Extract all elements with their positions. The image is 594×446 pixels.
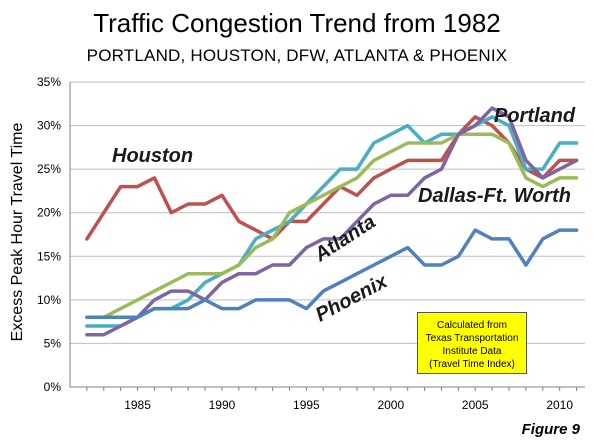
series-label: Dallas-Ft. Worth <box>418 185 571 207</box>
x-tick-label: 1990 <box>209 398 236 412</box>
note-line: (Travel Time Index) <box>429 359 515 370</box>
series-lines <box>85 106 579 337</box>
figure-label: Figure 9 <box>521 421 580 438</box>
axes <box>69 82 585 391</box>
series-line <box>85 228 579 320</box>
x-tick-labels: 1985 1990 1995 2000 2005 2010 <box>124 398 573 412</box>
x-tick-label: 2010 <box>546 398 573 412</box>
series-line <box>85 132 579 320</box>
series-label: Phoenix <box>312 270 392 326</box>
y-tick-label: 10% <box>37 293 61 307</box>
y-tick-label: 25% <box>37 162 61 176</box>
chart-subtitle: PORTLAND, HOUSTON, DFW, ATLANTA & PHOENI… <box>86 46 508 65</box>
series-label: Houston <box>112 145 193 167</box>
x-tick-label: 1995 <box>293 398 320 412</box>
y-tick-label: 5% <box>44 336 62 350</box>
y-tick-labels: 0% 5% 10% 15% 20% 25% 30% 35% <box>37 75 61 394</box>
series-line <box>85 106 579 337</box>
chart-title: Traffic Congestion Trend from 1982 <box>93 8 501 38</box>
x-tick-label: 1985 <box>124 398 151 412</box>
y-tick-label: 30% <box>37 119 61 133</box>
source-note: Calculated from Texas Transportation Ins… <box>417 312 527 374</box>
series-line <box>85 115 579 241</box>
y-tick-label: 35% <box>37 75 61 89</box>
x-tick-label: 2005 <box>462 398 489 412</box>
x-tick-label: 2000 <box>377 398 404 412</box>
y-tick-label: 0% <box>44 380 62 394</box>
y-tick-label: 20% <box>37 206 61 220</box>
note-line: Institute Data <box>442 346 502 357</box>
y-tick-label: 15% <box>37 249 61 263</box>
y-axis-label: Excess Peak Hour Travel Time <box>9 123 26 342</box>
note-line: Texas Transportation <box>425 333 519 344</box>
series-label: Portland <box>494 105 576 127</box>
note-line: Calculated from <box>436 320 508 331</box>
